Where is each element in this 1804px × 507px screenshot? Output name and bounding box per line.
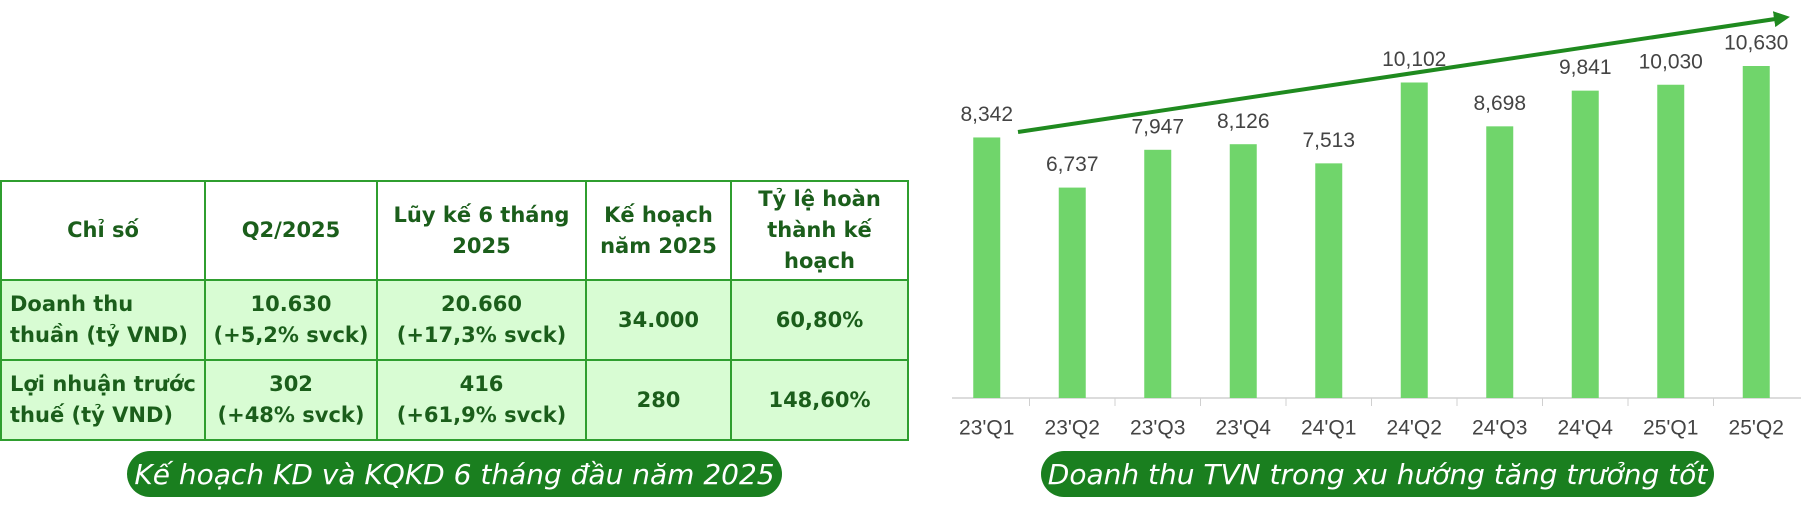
bar [1657, 84, 1685, 399]
cell-change: (+48% svck) [217, 403, 365, 427]
cell-change: (+17,3% svck) [396, 323, 567, 347]
cell: 10.630 (+5,2% svck) [204, 279, 378, 361]
value-label: 10,102 [1382, 48, 1446, 71]
bar [1315, 163, 1343, 398]
header-cell: Kế hoạch năm 2025 [585, 180, 732, 281]
cell-change: (+5,2% svck) [213, 323, 369, 347]
cell-value: 60,80% [730, 279, 909, 361]
x-tick-label: 23'Q2 [1045, 417, 1100, 440]
cell: 20.660 (+17,3% svck) [376, 279, 587, 361]
value-label: 9,841 [1559, 56, 1612, 79]
x-tick-label: 23'Q3 [1130, 417, 1185, 440]
value-label: 8,698 [1473, 92, 1526, 115]
value-label: 7,947 [1131, 115, 1184, 138]
bar [973, 137, 1001, 398]
value-label: 7,513 [1302, 129, 1355, 152]
header-cell: Lũy kế 6 tháng 2025 [376, 180, 587, 281]
bar [1571, 90, 1599, 398]
cell-value: 20.660 [440, 292, 523, 316]
trend-arrow [1017, 11, 1790, 134]
x-tick-label: 24'Q4 [1558, 417, 1614, 440]
x-tick-label: 25'Q1 [1643, 417, 1698, 440]
header-cell: Chỉ số [0, 180, 206, 281]
x-tick-label: 25'Q2 [1729, 417, 1784, 440]
x-tick-label: 24'Q3 [1472, 417, 1527, 440]
chart-caption: Doanh thu TVN trong xu hướng tăng trưởng… [1041, 451, 1714, 497]
value-label: 8,126 [1217, 110, 1270, 133]
cell: 416 (+61,9% svck) [376, 359, 587, 441]
x-tick-label: 24'Q1 [1301, 417, 1356, 440]
x-tick-label: 24'Q2 [1387, 417, 1442, 440]
x-tick-label: 23'Q1 [959, 417, 1014, 440]
x-tick-label: 23'Q4 [1216, 417, 1272, 440]
cell-value: 280 [585, 359, 732, 441]
bar [1229, 144, 1257, 398]
bar [1058, 187, 1086, 398]
bar [1400, 82, 1428, 398]
cell-value: 148,60% [730, 359, 909, 441]
row-label: Doanh thu thuần (tỷ VND) [0, 279, 206, 361]
bar [1742, 66, 1770, 398]
row-label: Lợi nhuận trước thuế (tỷ VND) [0, 359, 206, 441]
cell-value: 34.000 [585, 279, 732, 361]
cell-value: 416 [459, 372, 504, 396]
cell-value: 10.630 [250, 292, 332, 316]
cell: 302 (+48% svck) [204, 359, 378, 441]
value-label: 10,030 [1639, 50, 1703, 73]
header-cell: Q2/2025 [204, 180, 378, 281]
results-table: Chỉ số Q2/2025 Lũy kế 6 tháng 2025 Kế ho… [0, 180, 909, 441]
table-caption: Kế hoạch KD và KQKD 6 tháng đầu năm 2025 [127, 451, 782, 497]
value-label: 10,630 [1724, 32, 1788, 55]
bar [1144, 149, 1172, 398]
value-label: 8,342 [960, 103, 1013, 126]
value-label: 6,737 [1046, 153, 1099, 176]
cell-change: (+61,9% svck) [396, 403, 567, 427]
cell-value: 302 [269, 372, 313, 396]
header-cell: Tỷ lệ hoàn thành kế hoạch [730, 180, 909, 281]
bar [1486, 126, 1514, 399]
